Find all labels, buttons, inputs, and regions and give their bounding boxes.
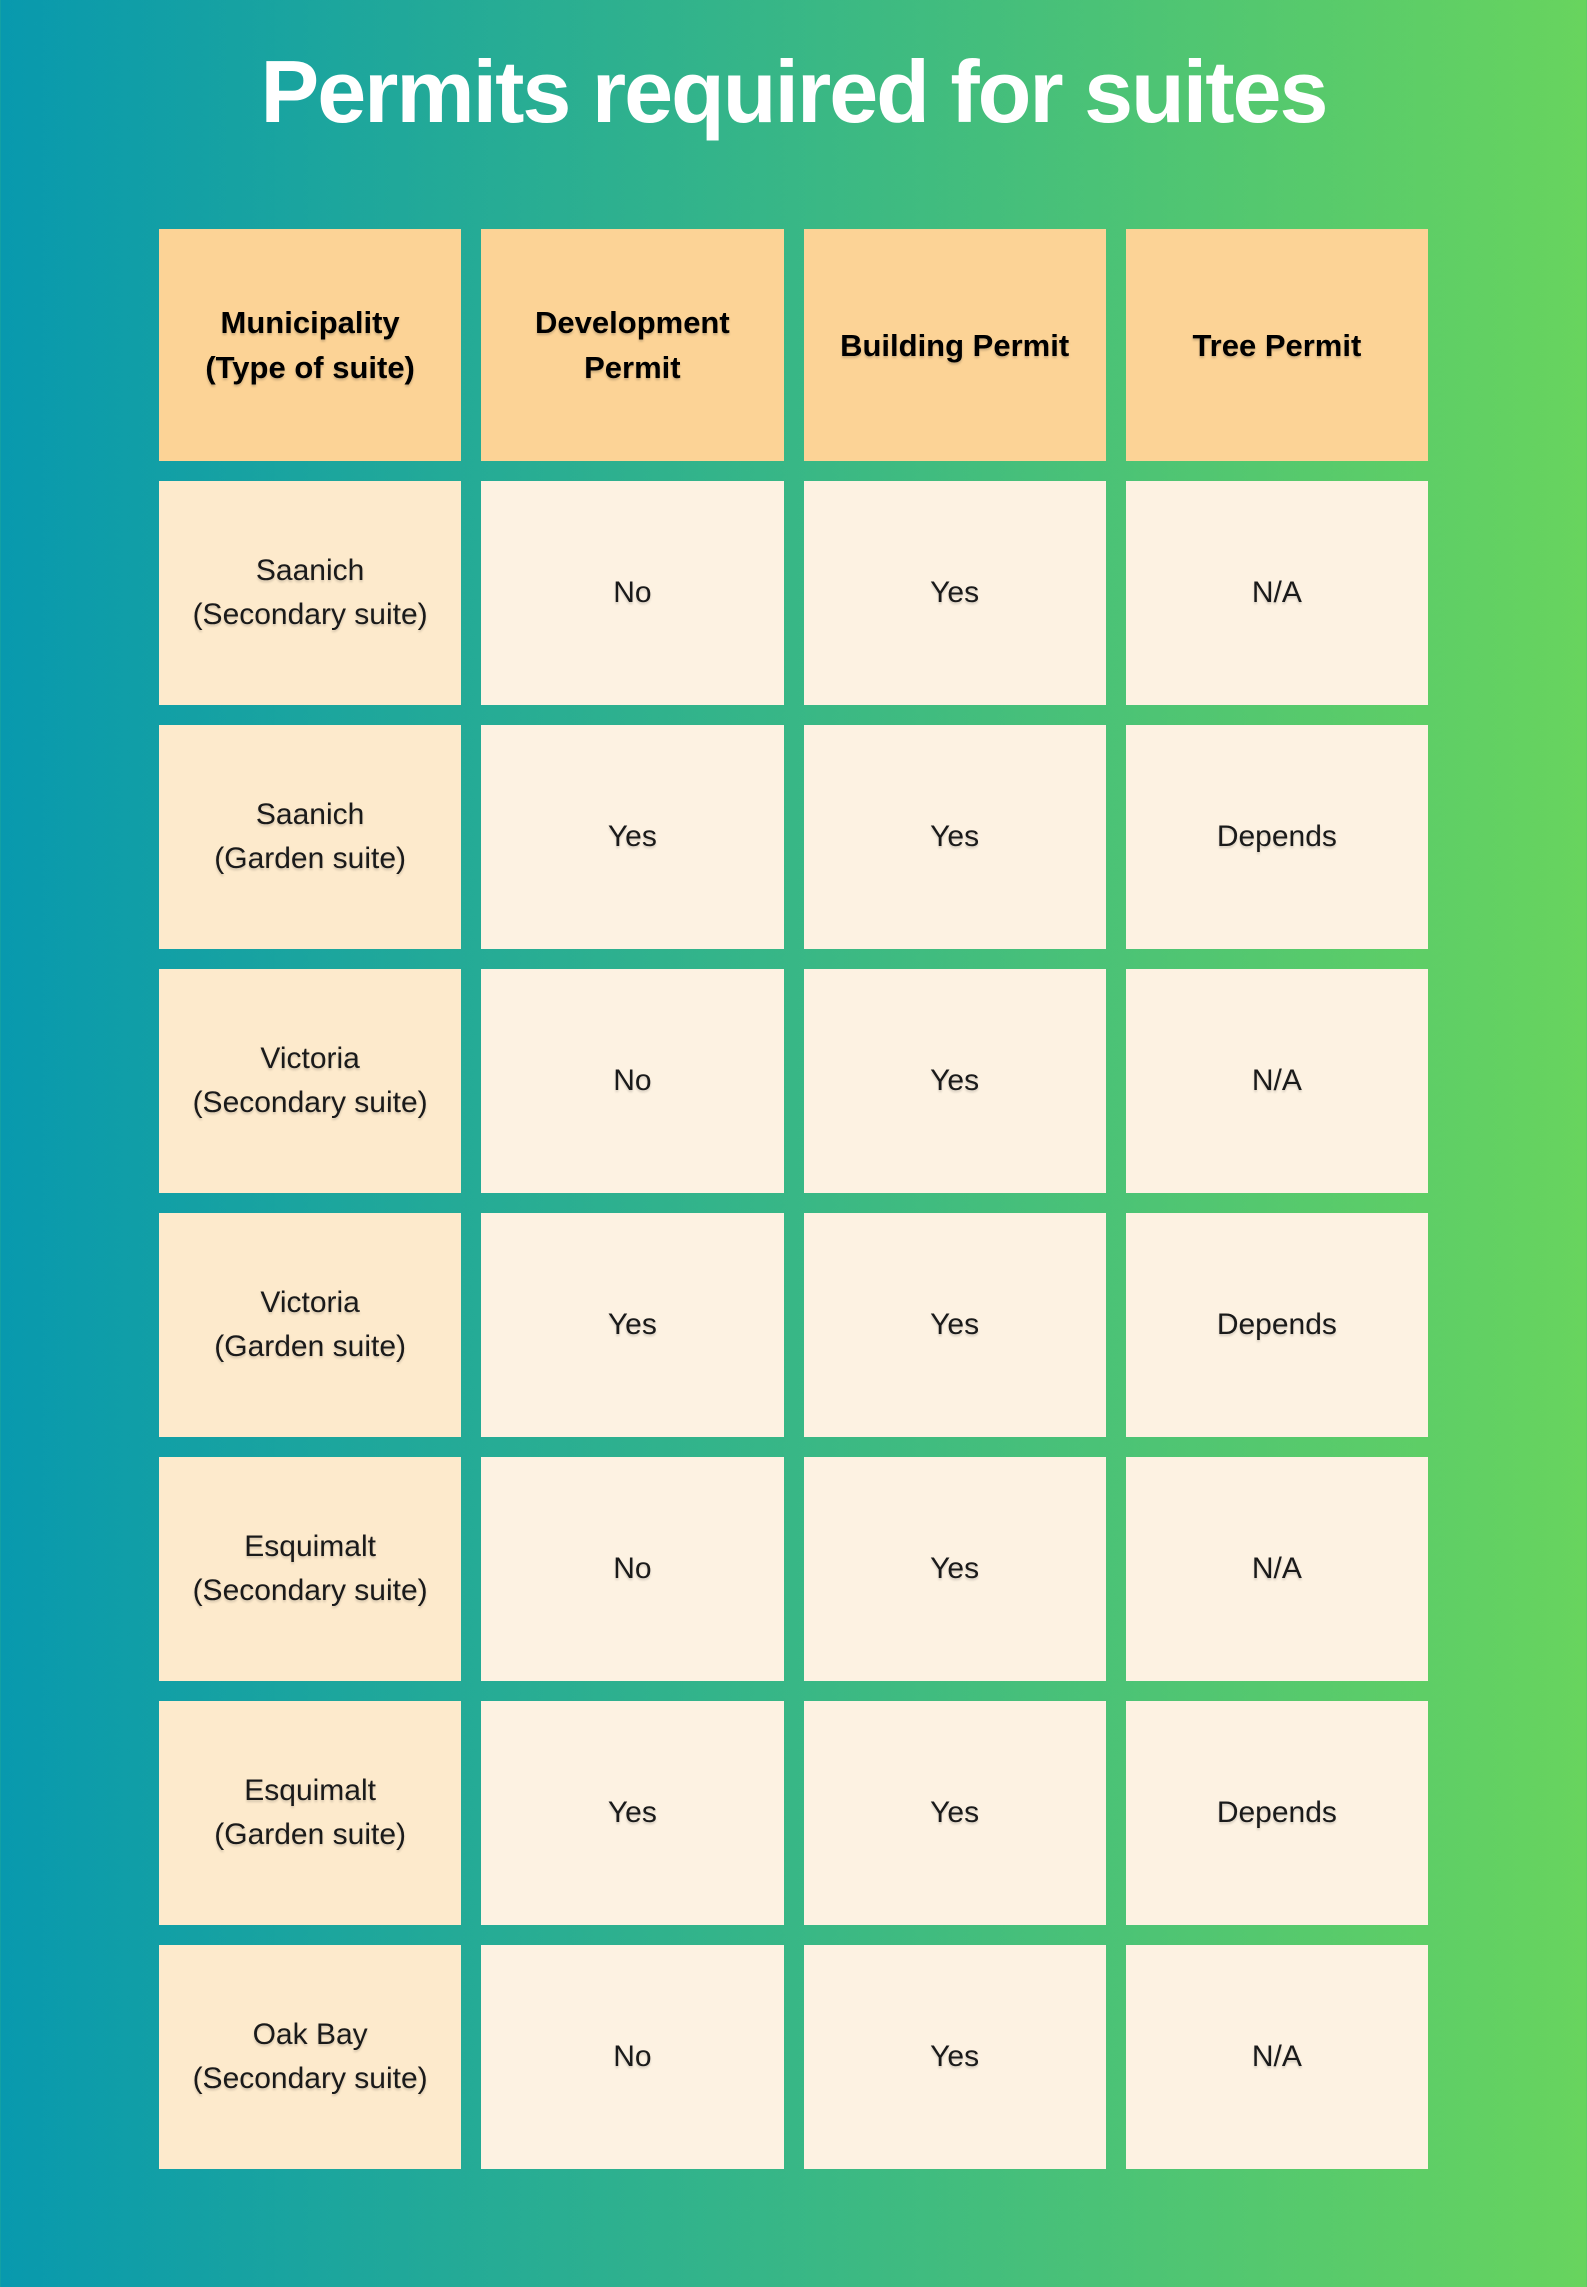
header-building-permit: Building Permit: [803, 229, 1106, 461]
row-label-line1: Esquimalt: [244, 1530, 376, 1563]
header-tree-permit: Tree Permit: [1125, 229, 1428, 461]
row-label-victoria-secondary: Victoria (Secondary suite): [159, 969, 462, 1193]
page-title: Permits required for suites: [260, 42, 1329, 141]
header-development-permit-line2: Permit: [584, 350, 681, 385]
cell-esquimalt-garden-development: Yes: [481, 1701, 784, 1925]
cell-esquimalt-secondary-building: Yes: [803, 1457, 1106, 1681]
row-label-line1: Oak Bay: [252, 2018, 368, 2051]
row-label-line2: (Garden suite): [214, 1818, 406, 1851]
row-label-oakbay-secondary: Oak Bay (Secondary suite): [159, 1945, 462, 2169]
cell-saanich-garden-tree: Depends: [1125, 725, 1428, 949]
cell-oakbay-secondary-tree: N/A: [1125, 1945, 1428, 2169]
cell-saanich-garden-building: Yes: [803, 725, 1106, 949]
cell-victoria-garden-development: Yes: [481, 1213, 784, 1437]
header-tree-permit-line1: Tree Permit: [1192, 327, 1362, 363]
header-development-permit-line1: Development: [535, 305, 730, 340]
cell-victoria-garden-tree: Depends: [1125, 1213, 1428, 1437]
cell-victoria-secondary-development: No: [481, 969, 784, 1193]
header-municipality-line2: (Type of suite): [205, 350, 415, 385]
row-label-saanich-garden: Saanich (Garden suite): [159, 725, 462, 949]
cell-saanich-secondary-building: Yes: [803, 481, 1106, 705]
cell-victoria-secondary-building: Yes: [803, 969, 1106, 1193]
cell-esquimalt-secondary-development: No: [481, 1457, 784, 1681]
row-label-line1: Saanich: [255, 554, 365, 587]
row-label-saanich-secondary: Saanich (Secondary suite): [159, 481, 462, 705]
row-label-line2: (Secondary suite): [192, 598, 428, 631]
row-label-line2: (Garden suite): [214, 842, 406, 875]
header-development-permit: Development Permit: [481, 229, 784, 461]
row-label-line2: (Secondary suite): [192, 2062, 428, 2095]
row-label-line2: (Secondary suite): [192, 1574, 428, 1607]
cell-saanich-secondary-development: No: [481, 481, 784, 705]
cell-esquimalt-garden-building: Yes: [803, 1701, 1106, 1925]
page-background: { "title": "Permits required for suites"…: [0, 42, 1587, 2287]
row-label-esquimalt-secondary: Esquimalt (Secondary suite): [159, 1457, 462, 1681]
header-building-permit-line1: Building Permit: [840, 327, 1070, 363]
row-label-victoria-garden: Victoria (Garden suite): [159, 1213, 462, 1437]
header-municipality-line1: Municipality: [220, 305, 400, 340]
cell-oakbay-secondary-building: Yes: [803, 1945, 1106, 2169]
header-municipality: Municipality (Type of suite): [159, 229, 462, 461]
row-label-line2: (Secondary suite): [192, 1086, 428, 1119]
cell-saanich-secondary-tree: N/A: [1125, 481, 1428, 705]
cell-victoria-garden-building: Yes: [803, 1213, 1106, 1437]
cell-esquimalt-garden-tree: Depends: [1125, 1701, 1428, 1925]
row-label-esquimalt-garden: Esquimalt (Garden suite): [159, 1701, 462, 1925]
row-label-line1: Victoria: [260, 1286, 360, 1319]
cell-victoria-secondary-tree: N/A: [1125, 969, 1428, 1193]
cell-saanich-garden-development: Yes: [481, 725, 784, 949]
cell-esquimalt-secondary-tree: N/A: [1125, 1457, 1428, 1681]
row-label-line1: Esquimalt: [244, 1774, 376, 1807]
row-label-line1: Saanich: [255, 798, 365, 831]
row-label-line1: Victoria: [260, 1042, 360, 1075]
cell-oakbay-secondary-development: No: [481, 1945, 784, 2169]
permits-table: Municipality (Type of suite) Development…: [159, 229, 1428, 2169]
row-label-line2: (Garden suite): [214, 1330, 406, 1363]
